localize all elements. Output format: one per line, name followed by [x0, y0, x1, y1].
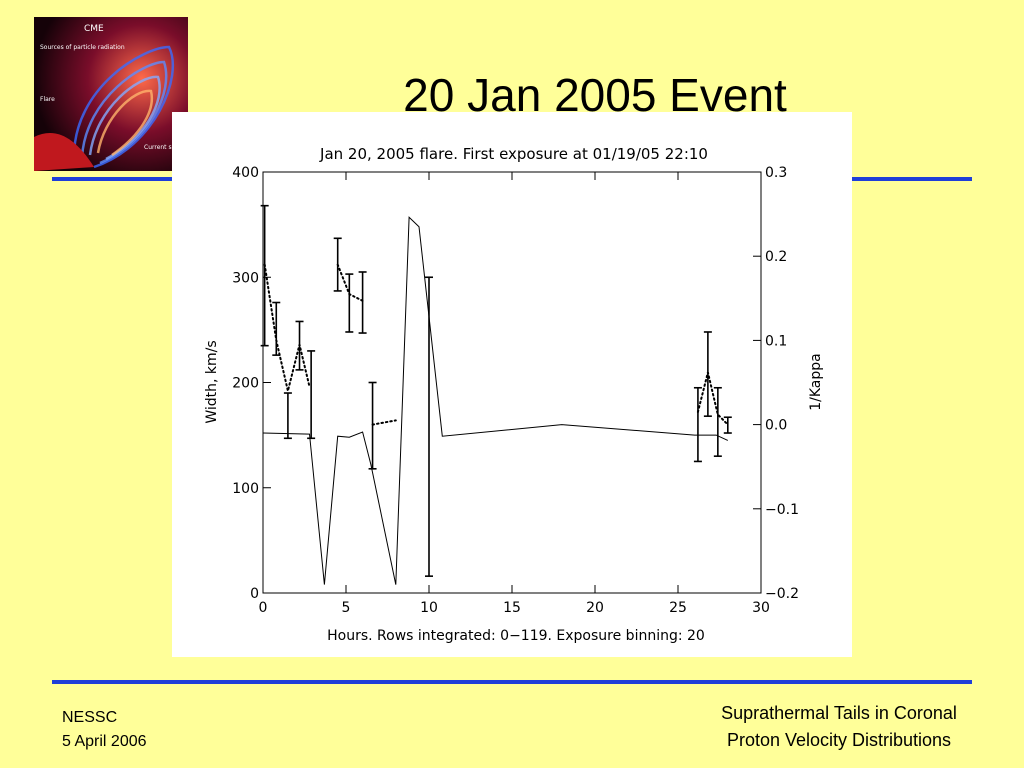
kappa-dotted-series-2 — [336, 263, 364, 302]
y2-tick-label: −0.2 — [765, 586, 799, 602]
width-series-line — [262, 216, 729, 585]
x-tick-label: 10 — [420, 600, 438, 616]
x-tick-label: 0 — [259, 600, 268, 616]
bottom-divider — [52, 680, 972, 684]
y-tick-label: 100 — [232, 481, 259, 497]
kappa-dotted-series-1 — [263, 263, 311, 392]
y-tick-label: 400 — [232, 165, 259, 181]
footer-right: Suprathermal Tails in Coronal Proton Vel… — [680, 700, 998, 754]
width-kappa-chart: Jan 20, 2005 flare. First exposure at 01… — [204, 145, 824, 644]
x-tick-label: 5 — [342, 600, 351, 616]
cme-logo-image: CME Sources of particle radiation Flare … — [34, 17, 188, 171]
logo-current-sheet-label: Current sheet — [144, 144, 186, 151]
y2-tick-label: 0.2 — [765, 249, 787, 265]
footer-left: NESSC 5 April 2006 — [62, 706, 147, 754]
chart-panel: Jan 20, 2005 flare. First exposure at 01… — [172, 112, 852, 657]
y2-tick-label: −0.1 — [765, 502, 799, 518]
kappa-dotted-series-4 — [696, 372, 729, 426]
footer-date: 5 April 2006 — [62, 733, 147, 750]
x-tick-label: 25 — [669, 600, 687, 616]
plot-frame — [262, 171, 762, 594]
y-tick-label: 200 — [232, 376, 259, 392]
footer-talk-title-line-1: Suprathermal Tails in Coronal — [721, 703, 957, 723]
logo-sources-label: Sources of particle radiation — [40, 44, 125, 51]
y-tick-label: 0 — [250, 586, 259, 602]
logo-flare-label: Flare — [40, 96, 55, 103]
x-tick-label: 15 — [503, 600, 521, 616]
kappa-dotted-series-3 — [371, 419, 397, 426]
y2-tick-label: 0.1 — [765, 333, 787, 349]
y2-tick-label: 0.3 — [765, 165, 787, 181]
y2-axis-label: 1/Kappa — [808, 353, 824, 411]
y2-tick-label: 0.0 — [765, 418, 787, 434]
chart-title: Jan 20, 2005 flare. First exposure at 01… — [319, 145, 708, 163]
x-tick-label: 30 — [752, 600, 770, 616]
y-tick-label: 300 — [232, 270, 259, 286]
logo-cme-label: CME — [84, 24, 104, 34]
footer-talk-title-line-2: Proton Velocity Distributions — [726, 730, 952, 750]
footer-org: NESSC — [62, 709, 118, 726]
y-axis-label: Width, km/s — [204, 340, 220, 423]
x-axis-label: Hours. Rows integrated: 0−119. Exposure … — [327, 628, 705, 644]
x-tick-label: 20 — [586, 600, 604, 616]
